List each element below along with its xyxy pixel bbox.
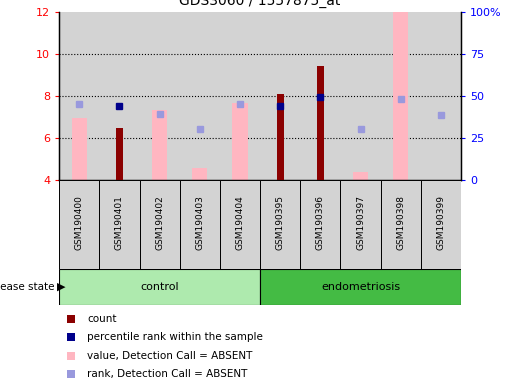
Bar (421, 12, 461, 180)
Bar (192, 168, 208, 180)
Text: percentile rank within the sample: percentile rank within the sample (88, 332, 263, 342)
Bar (381, 12, 421, 180)
Bar (300, 12, 340, 180)
Bar (116, 127, 123, 180)
Bar (232, 103, 248, 180)
Text: value, Detection Call = ABSENT: value, Detection Call = ABSENT (88, 351, 253, 361)
Bar (277, 94, 284, 180)
Bar (340, 12, 381, 180)
Bar (381, 180, 421, 269)
Bar (180, 12, 220, 180)
Text: count: count (88, 314, 117, 324)
Text: GSM190402: GSM190402 (155, 195, 164, 250)
Text: GSM190401: GSM190401 (115, 195, 124, 250)
Bar (260, 180, 300, 269)
Bar (152, 110, 167, 180)
Text: GSM190403: GSM190403 (195, 195, 204, 250)
Bar (353, 172, 368, 180)
Bar (99, 180, 140, 269)
Bar (421, 180, 461, 269)
Bar (260, 12, 300, 180)
Title: GDS3060 / 1557875_at: GDS3060 / 1557875_at (179, 0, 341, 8)
Bar (140, 180, 180, 269)
Bar (317, 66, 324, 180)
Bar (72, 118, 87, 180)
Text: GSM190404: GSM190404 (235, 195, 245, 250)
Text: GSM190399: GSM190399 (436, 195, 445, 250)
Bar (140, 12, 180, 180)
Bar (59, 269, 260, 305)
Bar (180, 180, 220, 269)
Bar (59, 12, 99, 180)
Bar (300, 180, 340, 269)
Text: GSM190398: GSM190398 (396, 195, 405, 250)
Bar (260, 269, 461, 305)
Bar (393, 12, 408, 180)
Text: rank, Detection Call = ABSENT: rank, Detection Call = ABSENT (88, 369, 248, 379)
Bar (340, 180, 381, 269)
Text: GSM190397: GSM190397 (356, 195, 365, 250)
Text: control: control (140, 282, 179, 292)
Text: endometriosis: endometriosis (321, 282, 400, 292)
Text: ▶: ▶ (57, 282, 65, 292)
Bar (220, 180, 260, 269)
Bar (59, 180, 99, 269)
Text: GSM190400: GSM190400 (75, 195, 84, 250)
Text: GSM190395: GSM190395 (276, 195, 285, 250)
Bar (220, 12, 260, 180)
Text: disease state: disease state (0, 282, 54, 292)
Text: GSM190396: GSM190396 (316, 195, 325, 250)
Bar (99, 12, 140, 180)
